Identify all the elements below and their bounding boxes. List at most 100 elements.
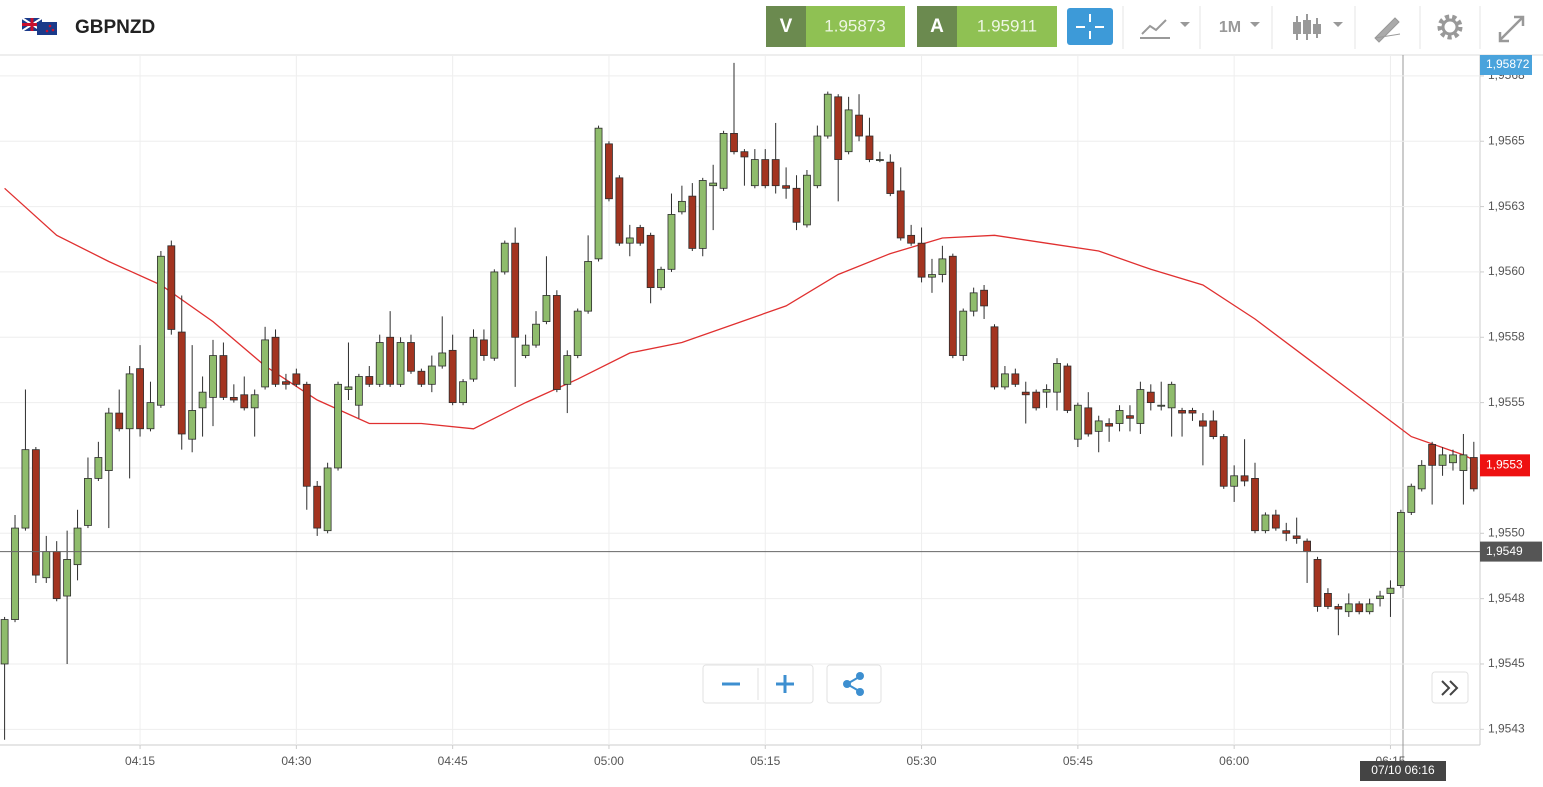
- y-tick-label: 1,9543: [1488, 721, 1525, 735]
- x-tick-label: 05:45: [1063, 754, 1093, 768]
- candle-body: [448, 349, 457, 404]
- candle-body: [1438, 454, 1447, 466]
- candle-body: [52, 551, 61, 600]
- candle-body: [844, 109, 853, 153]
- candle-body: [886, 161, 895, 194]
- candle-body: [948, 255, 957, 356]
- candle-body: [1428, 444, 1437, 466]
- share-button[interactable]: [843, 672, 864, 696]
- candle-body: [959, 310, 968, 356]
- scroll-right[interactable]: [1441, 680, 1459, 696]
- candle-body: [125, 373, 134, 430]
- candle-body: [177, 331, 186, 435]
- candle-body: [1021, 391, 1030, 396]
- zoom-in[interactable]: [776, 675, 794, 693]
- axis-labels: 1,9543 1,9545 1,9548 1,9550 1,9553 1,9555 1,95…: [125, 55, 1542, 781]
- candle-body: [104, 412, 113, 471]
- candle-body: [1469, 457, 1478, 490]
- candle-body: [1136, 389, 1145, 424]
- candle-body: [63, 559, 72, 597]
- candle-body: [678, 200, 686, 213]
- timeframe-button[interactable]: 1M: [1219, 19, 1260, 36]
- chart-type-button[interactable]: [1140, 19, 1190, 39]
- candle-body: [0, 619, 9, 665]
- candle-body: [73, 527, 82, 566]
- candle-body: [969, 292, 978, 312]
- candle-body: [719, 133, 728, 189]
- candle-body: [188, 410, 197, 440]
- bid-value: 1.95873: [824, 16, 885, 35]
- candle-style-button[interactable]: [1293, 14, 1343, 40]
- y-tick-label: 1,9558: [1488, 329, 1525, 343]
- candle-body: [500, 242, 509, 273]
- price-line-label-box: [1480, 541, 1542, 562]
- candle-body: [354, 376, 363, 406]
- candle-body: [1324, 593, 1332, 607]
- share-box: [826, 664, 882, 704]
- candle-body: [334, 383, 342, 469]
- bid-label-box: [766, 6, 806, 47]
- candle-body: [584, 261, 593, 312]
- candle-body: [42, 551, 51, 579]
- ask-value: 1.95911: [977, 16, 1037, 35]
- candle-body: [865, 135, 874, 160]
- candle-body: [31, 449, 40, 576]
- candle-body: [688, 195, 697, 249]
- toolbar: GBPNZD V 1.95873 A 1.95911 1M: [0, 0, 1543, 56]
- candle-body: [1386, 587, 1395, 594]
- candle-body: [1167, 383, 1176, 409]
- candle-body: [813, 135, 822, 187]
- candle-body: [1355, 603, 1364, 613]
- candle-body: [1219, 436, 1228, 487]
- candle-body: [1376, 595, 1384, 600]
- candle-body: [980, 289, 988, 307]
- candle-body: [636, 227, 645, 244]
- candle-body: [1146, 391, 1155, 404]
- candle-body: [855, 114, 863, 137]
- candle-body: [115, 412, 124, 430]
- fullscreen-button[interactable]: [1498, 15, 1525, 43]
- candle-body: [1251, 478, 1259, 532]
- last-price-label-box: [1480, 454, 1530, 477]
- y-tick-label: 1,9545: [1488, 656, 1525, 670]
- ask-button[interactable]: A 1.95911: [917, 6, 1057, 47]
- candle-body: [427, 365, 436, 385]
- candle-body: [323, 467, 332, 532]
- candle-body: [490, 271, 499, 359]
- candle-body: [407, 342, 415, 372]
- x-tick-label: 06:00: [1219, 754, 1249, 768]
- x-tick-label: 04:15: [125, 754, 155, 768]
- candle-body: [1292, 535, 1301, 539]
- crosshair-button[interactable]: [1067, 8, 1113, 45]
- candle-body: [750, 159, 759, 187]
- candle-body: [709, 182, 718, 187]
- x-tick-label: 05:00: [594, 754, 624, 768]
- candle-body: [156, 255, 165, 406]
- crosshair-price-label: 1,95872: [1486, 57, 1530, 71]
- x-tick-label: 04:30: [281, 754, 311, 768]
- candle-body: [1449, 454, 1457, 464]
- candle-body: [823, 93, 832, 137]
- candle-body: [625, 237, 634, 244]
- candle-body: [94, 457, 103, 479]
- price-line-label: 1,9549: [1486, 544, 1523, 558]
- candle-body: [1042, 389, 1051, 393]
- settings-button[interactable]: [1437, 14, 1463, 40]
- candle-body: [542, 295, 551, 322]
- bid-label: V: [780, 16, 793, 37]
- drawing-button[interactable]: [1374, 17, 1401, 43]
- x-tick-label: 05:30: [907, 754, 937, 768]
- candle-body: [209, 355, 217, 398]
- candle-body: [1303, 540, 1311, 552]
- candle-body: [1001, 373, 1009, 388]
- candle-body: [938, 258, 947, 275]
- candle-body: [1053, 363, 1061, 393]
- candle-body: [1157, 404, 1166, 407]
- candle-body: [375, 342, 384, 385]
- candle-body: [386, 336, 395, 385]
- candle-body: [1334, 606, 1343, 610]
- candle-body: [1011, 373, 1020, 385]
- candle-body: [594, 127, 603, 260]
- bid-button[interactable]: V 1.95873: [766, 6, 905, 47]
- candle-body: [1178, 410, 1186, 414]
